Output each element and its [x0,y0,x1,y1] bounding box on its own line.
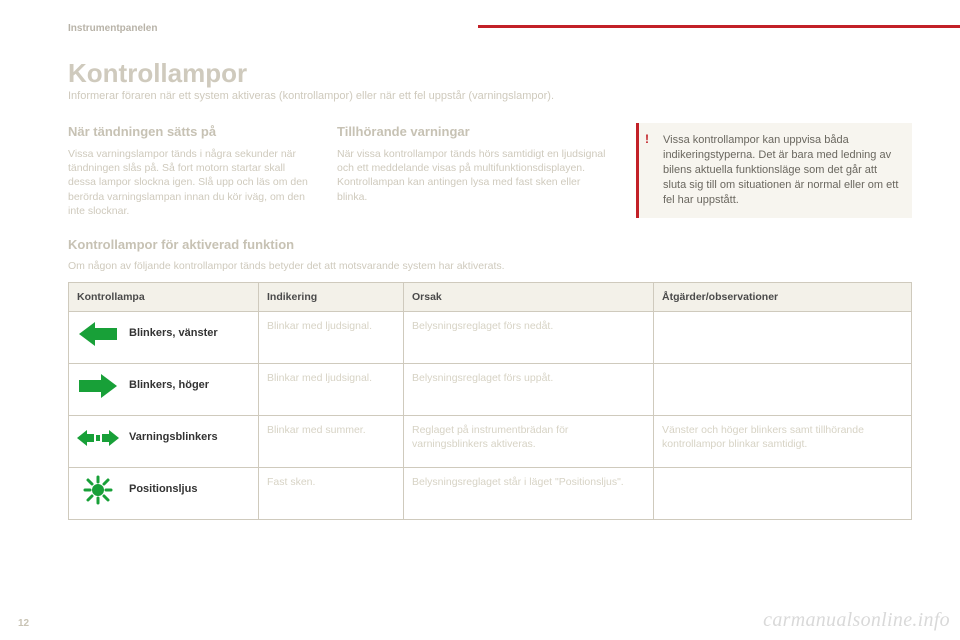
table-row: Blinkers, vänster Blinkar med ljudsignal… [69,311,912,363]
table-row: Varningsblinkers Blinkar med summer. Reg… [69,415,912,467]
row-cause: Belysningsreglaget förs uppåt. [404,363,654,415]
row-cause: Belysningsreglaget står i läget "Positio… [404,467,654,519]
th-cause: Orsak [404,282,654,311]
row-indication: Blinkar med ljudsignal. [259,311,404,363]
ignition-heading: När tändningen sätts på [68,123,313,141]
page-number: 12 [18,617,29,631]
row-label: Blinkers, vänster [129,326,218,341]
th-ind: Indikering [259,282,404,311]
row-action [654,467,912,519]
row-indication: Blinkar med ljudsignal. [259,363,404,415]
page-subtitle: Informerar föraren när ett system aktive… [68,89,912,104]
row-cause: Reglaget på instrumentbrädan för varning… [404,415,654,467]
table-row: Positionsljus Fast sken. Belysningsregla… [69,467,912,519]
warnings-heading: Tillhörande varningar [337,123,612,141]
activated-heading: Kontrollampor för aktiverad funktion [68,236,912,254]
row-label: Varningsblinkers [129,430,218,445]
activated-section: Kontrollampor för aktiverad funktion Om … [68,236,912,274]
th-action: Åtgärder/observationer [654,282,912,311]
row-action [654,311,912,363]
row-action: Vänster och höger blinkers samt tillhöra… [654,415,912,467]
header-red-strip [478,25,960,28]
arrow-right-icon [77,371,119,401]
intro-columns: När tändningen sätts på Vissa varningsla… [68,123,912,217]
page-title: Kontrollampor [68,56,912,91]
callout-text: Vissa kontrollampor kan uppvisa båda ind… [663,133,900,207]
lamp-table: Kontrollampa Indikering Orsak Åtgärder/o… [68,282,912,520]
col-callout: ! Vissa kontrollampor kan uppvisa båda i… [636,123,912,217]
col-warnings: Tillhörande varningar När vissa kontroll… [337,123,612,217]
row-label: Blinkers, höger [129,378,209,393]
row-indication: Blinkar med summer. [259,415,404,467]
table-header-row: Kontrollampa Indikering Orsak Åtgärder/o… [69,282,912,311]
hazard-icon [77,423,119,453]
th-lamp: Kontrollampa [69,282,259,311]
ignition-body: Vissa varningslampor tänds i några sekun… [68,147,313,218]
arrow-left-icon [77,319,119,349]
row-action [654,363,912,415]
table-row: Blinkers, höger Blinkar med ljudsignal. … [69,363,912,415]
col-ignition: När tändningen sätts på Vissa varningsla… [68,123,313,217]
exclamation-icon: ! [645,131,649,147]
row-label: Positionsljus [129,482,197,497]
callout-box: ! Vissa kontrollampor kan uppvisa båda i… [636,123,912,217]
row-indication: Fast sken. [259,467,404,519]
page-content: Instrumentpanelen Kontrollampor Informer… [0,0,960,538]
row-cause: Belysningsreglaget förs nedåt. [404,311,654,363]
activated-body: Om någon av följande kontrollampor tänds… [68,259,912,273]
warnings-body: När vissa kontrollampor tänds hörs samti… [337,147,612,204]
position-light-icon [77,475,119,505]
watermark: carmanualsonline.info [763,607,950,634]
